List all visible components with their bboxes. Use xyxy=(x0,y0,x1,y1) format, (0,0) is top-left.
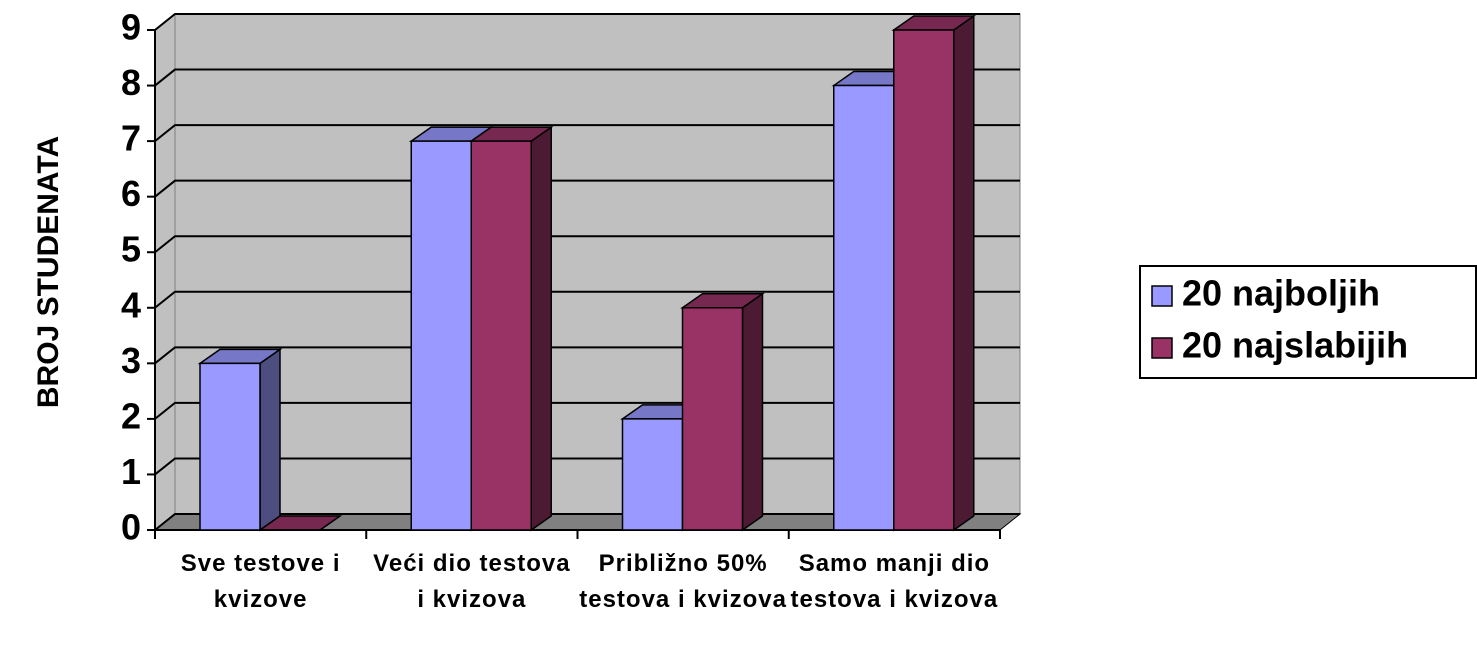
y-tick-label: 0 xyxy=(121,507,141,548)
legend-swatch xyxy=(1151,285,1173,307)
bar-side xyxy=(741,292,764,532)
y-tick-label: 2 xyxy=(121,395,141,436)
bar-front xyxy=(621,418,684,531)
bar-front xyxy=(893,29,955,531)
y-tick-label: 8 xyxy=(121,62,141,103)
bar xyxy=(257,515,343,531)
bar-front xyxy=(833,84,895,531)
y-tick-label: 9 xyxy=(121,7,141,48)
grid-line xyxy=(154,290,1020,309)
grid-line xyxy=(154,68,1020,87)
bar-side xyxy=(259,347,281,532)
y-tick-label: 7 xyxy=(121,118,141,159)
y-axis-label: BROJ STUDENATA xyxy=(32,136,65,408)
y-tick-label: 6 xyxy=(121,173,141,214)
grid-line xyxy=(154,235,1020,254)
x-tick-label: Približno 50% testova i kvizova xyxy=(579,550,787,613)
bar xyxy=(891,14,977,532)
bar-front xyxy=(199,362,261,531)
y-tick-label: 5 xyxy=(121,229,141,270)
bar xyxy=(197,347,283,532)
bar-front xyxy=(410,140,472,531)
grid-line xyxy=(154,179,1020,198)
x-tick-label: Samo manji dio testova i kvizova xyxy=(790,550,999,613)
side-wall xyxy=(154,12,176,532)
bar-side xyxy=(953,14,975,532)
bar xyxy=(468,125,554,532)
y-tick-label: 1 xyxy=(121,451,141,492)
legend-label: 20 najboljih xyxy=(1182,273,1380,314)
x-tick-label: Veći dio testova i kvizova xyxy=(373,550,571,613)
y-tick-label: 3 xyxy=(121,340,141,381)
bar-front xyxy=(470,140,532,531)
grid-line xyxy=(154,13,1020,31)
bar xyxy=(680,292,765,532)
legend-swatch xyxy=(1151,337,1173,359)
legend-label: 20 najslabijih xyxy=(1182,325,1408,366)
x-tick-label: Sve testove i kvizove xyxy=(180,550,341,613)
y-tick-label: 4 xyxy=(121,284,141,325)
grid-line xyxy=(154,124,1020,142)
bar-side xyxy=(530,125,552,532)
legend-box xyxy=(1139,265,1477,379)
bar-front xyxy=(681,307,744,531)
